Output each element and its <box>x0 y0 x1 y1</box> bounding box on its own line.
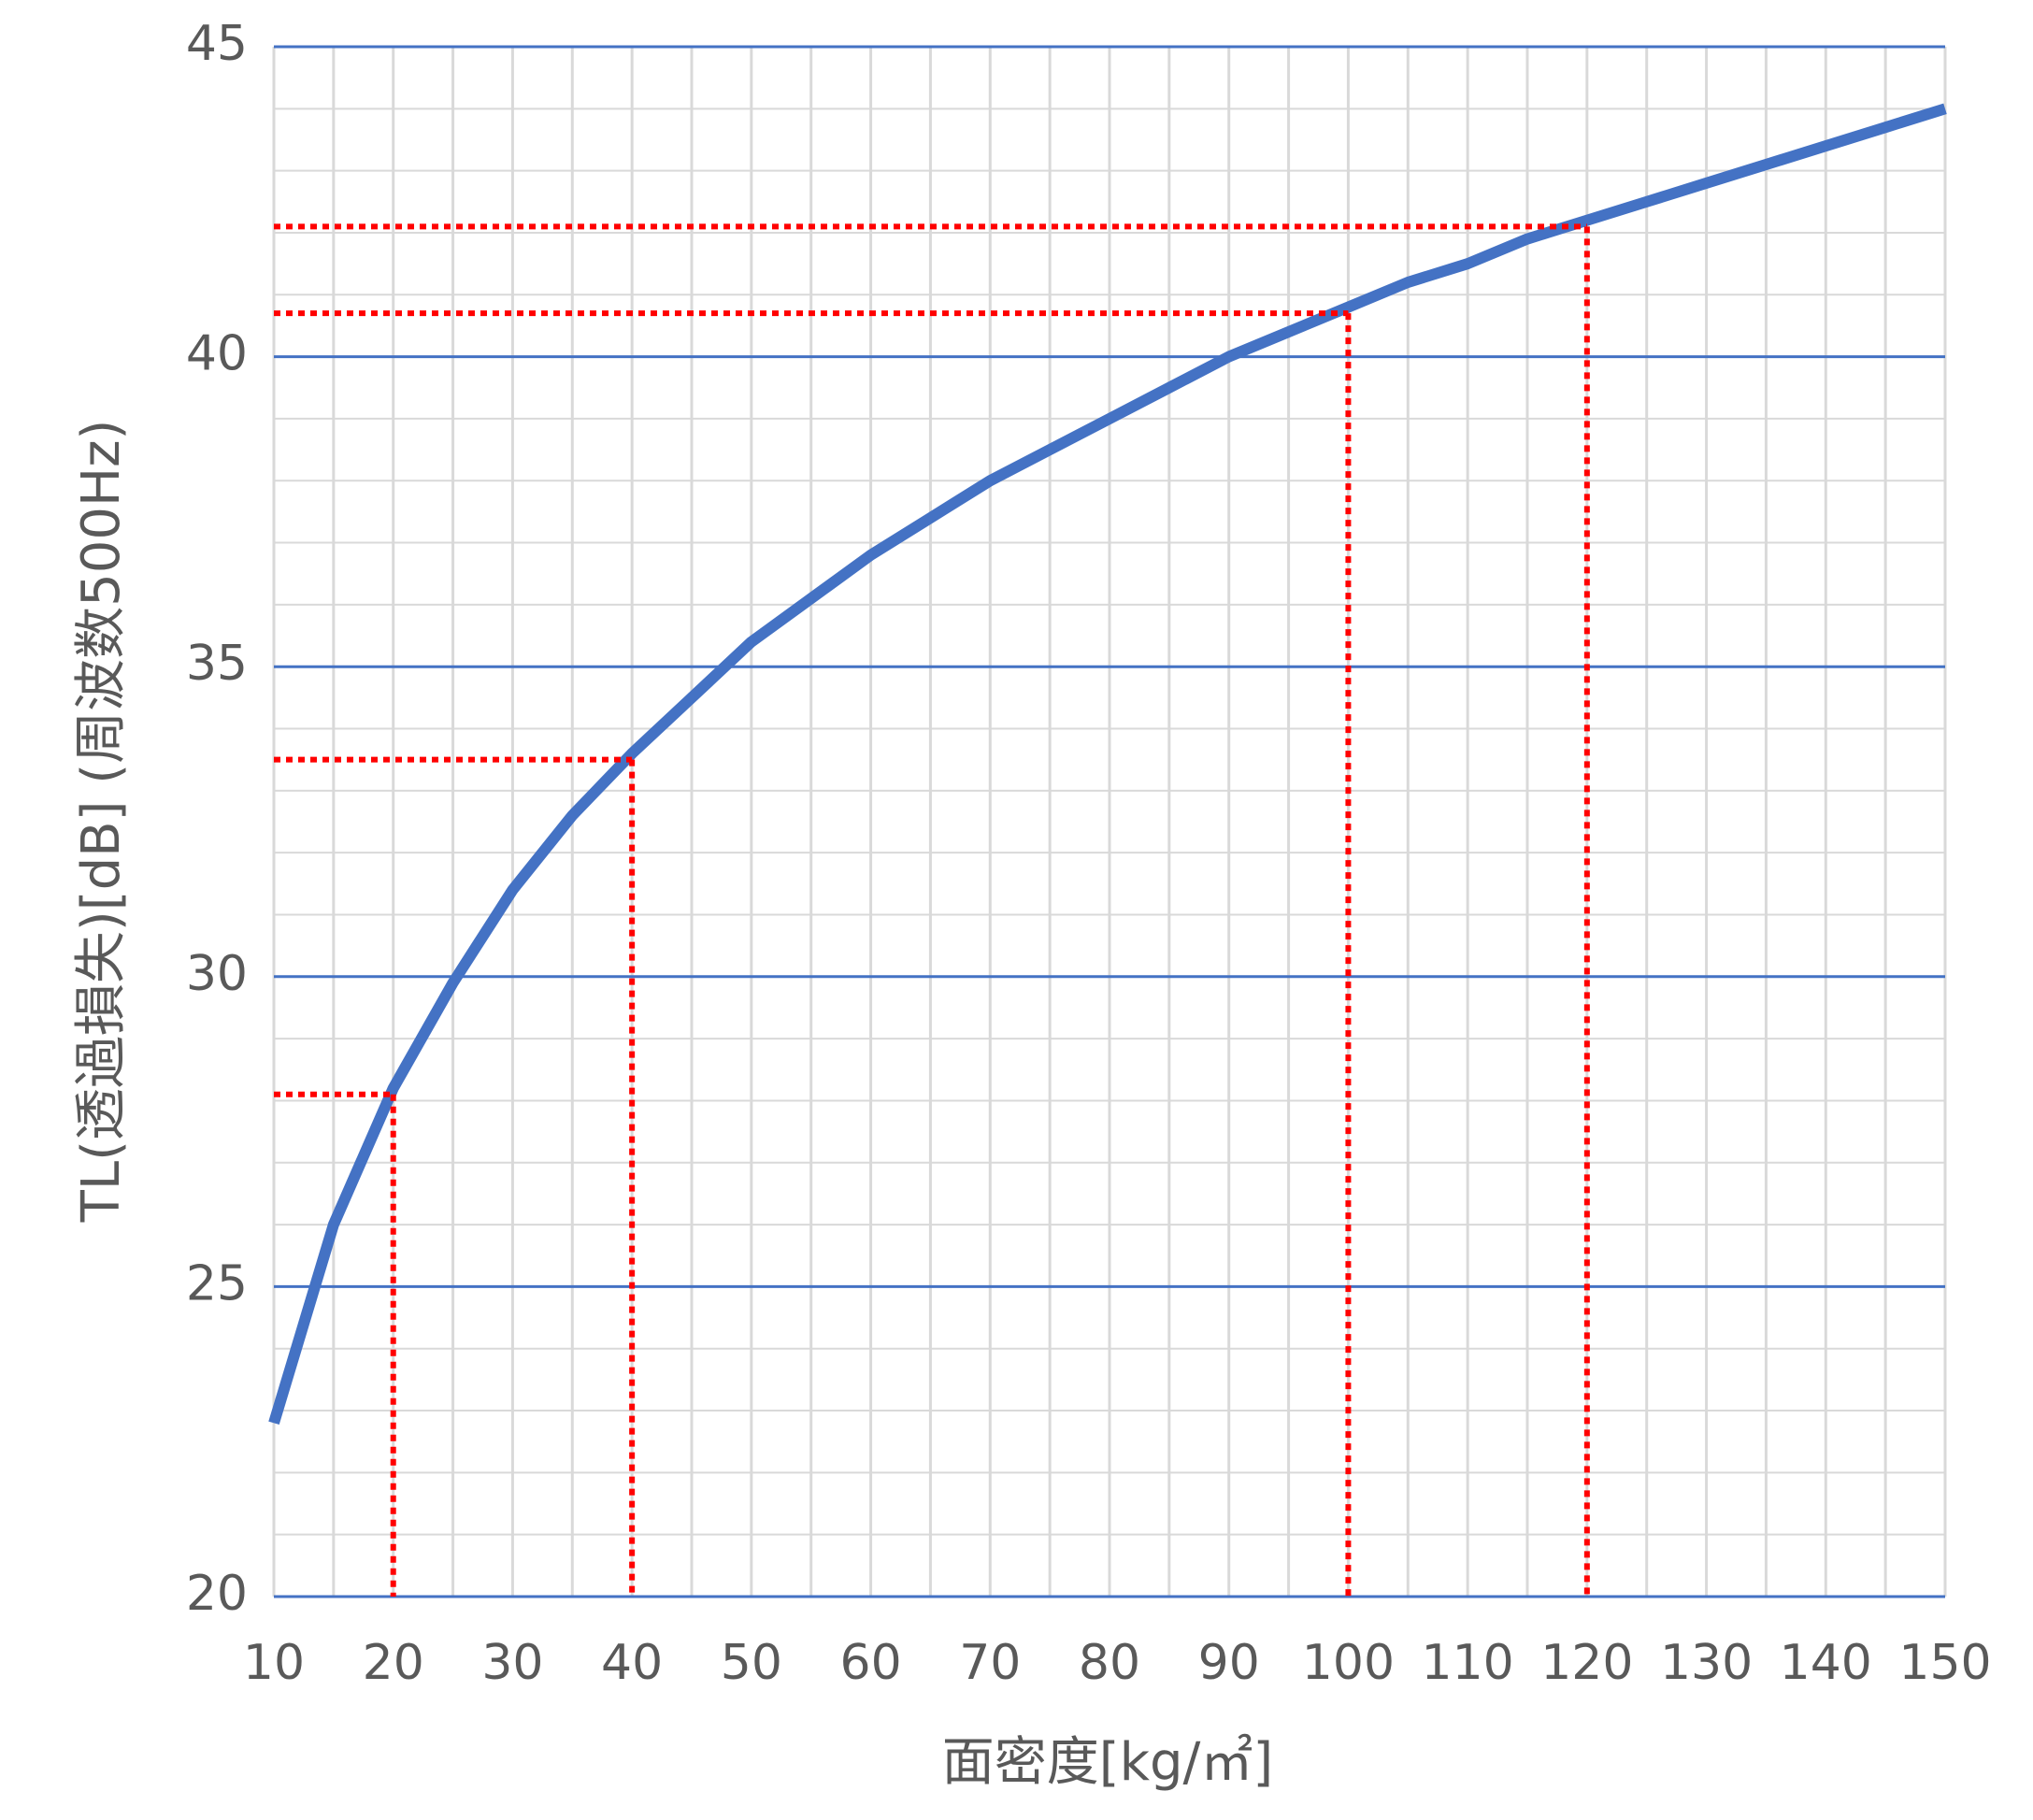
y-tick-label: 40 <box>186 326 248 382</box>
y-tick-label: 45 <box>186 16 248 72</box>
x-tick-label: 50 <box>721 1635 782 1691</box>
y-tick-label: 20 <box>186 1566 248 1622</box>
y-tick-label: 35 <box>186 636 248 692</box>
x-tick-label: 20 <box>363 1635 424 1691</box>
x-tick-label: 110 <box>1422 1635 1514 1691</box>
x-tick-label: 60 <box>839 1635 901 1691</box>
x-tick-label: 70 <box>959 1635 1021 1691</box>
x-tick-label: 100 <box>1302 1635 1395 1691</box>
x-tick-label: 150 <box>1898 1635 1991 1691</box>
y-tick-label: 30 <box>186 946 248 1002</box>
x-tick-label: 80 <box>1079 1635 1140 1691</box>
x-tick-label: 120 <box>1540 1635 1633 1691</box>
x-tick-label: 10 <box>243 1635 305 1691</box>
x-axis-title: 面密度[kg/㎡] <box>942 1732 1274 1793</box>
x-tick-label: 90 <box>1198 1635 1260 1691</box>
x-tick-label: 30 <box>481 1635 543 1691</box>
x-tick-label: 130 <box>1660 1635 1753 1691</box>
line-series <box>268 103 1947 1426</box>
y-tick-label: 25 <box>186 1255 248 1311</box>
x-tick-label: 140 <box>1780 1635 1872 1691</box>
x-tick-label: 40 <box>601 1635 663 1691</box>
y-axis-title: TL(透過損失)[dB] (周波数500Hz) <box>71 420 132 1224</box>
